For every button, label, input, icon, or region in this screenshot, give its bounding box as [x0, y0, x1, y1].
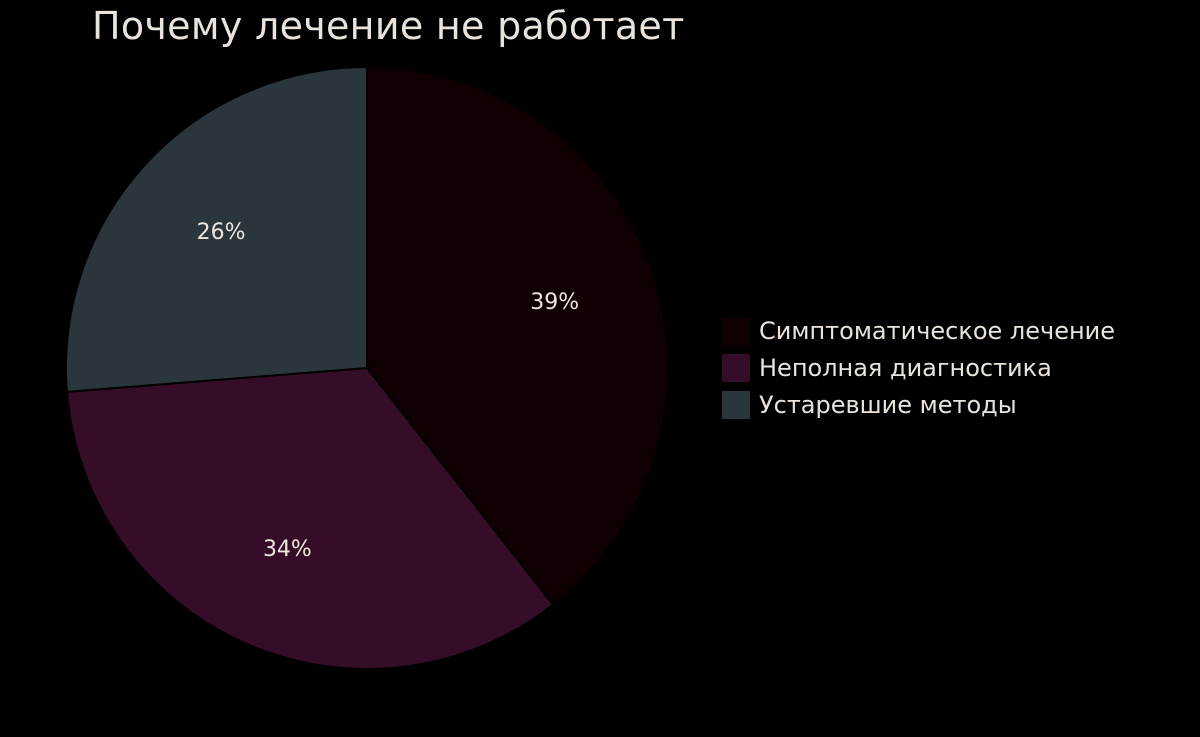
pie-slice-incomplete-diagnostics[interactable]	[65, 366, 555, 670]
legend-item-incomplete-diagnostics[interactable]: Неполная диагностика	[722, 349, 1115, 386]
legend-item-symptomatic[interactable]: Симптоматическое лечение	[722, 312, 1115, 349]
legend: Симптоматическое лечение Неполная диагно…	[722, 312, 1115, 423]
legend-label-incomplete-diagnostics: Неполная диагностика	[759, 353, 1052, 382]
legend-item-outdated-methods[interactable]: Устаревшие методы	[722, 386, 1115, 423]
legend-swatch-symptomatic	[722, 316, 750, 345]
chart-title: Почему лечение не работает	[92, 4, 685, 48]
pie-slices	[65, 65, 670, 670]
pie-slice-labels: 39% 34% 26%	[197, 220, 580, 562]
legend-swatch-incomplete-diagnostics	[722, 353, 750, 382]
legend-swatch-outdated-methods	[722, 390, 750, 419]
pie-slice-symptomatic[interactable]	[366, 65, 670, 607]
pie-slice-outdated-methods[interactable]	[65, 65, 368, 393]
legend-label-outdated-methods: Устаревшие методы	[759, 390, 1017, 419]
slice-label-outdated-methods: 26%	[197, 220, 246, 245]
slice-label-incomplete-diagnostics: 34%	[263, 537, 312, 562]
legend-label-symptomatic: Симптоматическое лечение	[759, 316, 1116, 345]
slice-label-symptomatic: 39%	[530, 290, 579, 315]
